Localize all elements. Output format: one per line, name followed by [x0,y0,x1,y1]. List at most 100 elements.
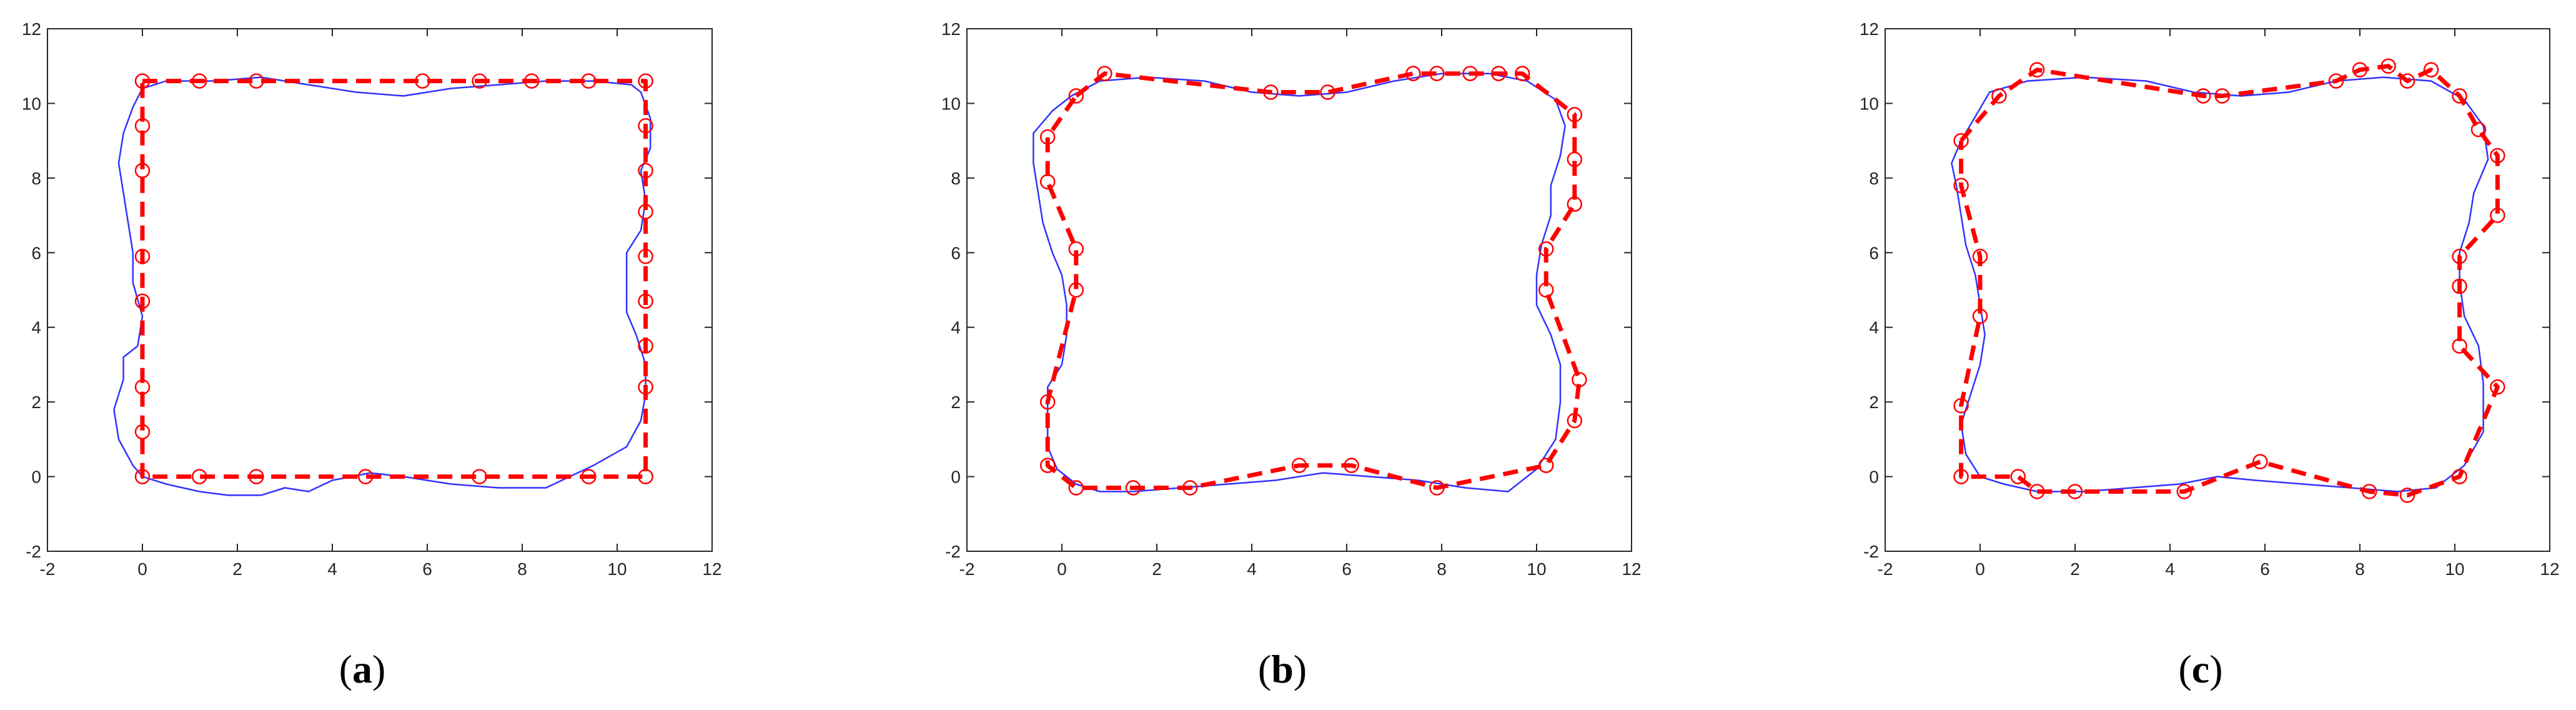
panel-b-x-tick-label: 0 [1057,559,1067,579]
panel-b-estimate-marker [1538,282,1554,298]
panel-b-estimate-marker [1567,412,1583,429]
panel-a-estimate-marker [523,73,540,89]
panel-a-x-tick-label: 2 [232,559,242,579]
panel-c-estimate-marker [1953,132,1969,149]
panel-b-estimate-marker [1125,480,1141,496]
panel-b-y-tick-label: 0 [951,468,961,487]
panel-c-estimate-marker [1972,249,1988,264]
panel-b-estimate-marker [1182,480,1198,496]
panel-a-axes-box [47,28,713,552]
panel-a-x-tick-label: 8 [517,559,527,579]
panel-b-estimate-marker [1567,196,1583,212]
panel-a-estimate-marker [581,73,597,89]
panel-b-x-tick-label: 4 [1247,559,1257,579]
panel-a-x-tick-label: 12 [702,559,721,579]
panel-a-estimate-marker [134,118,151,134]
panel-c-estimate-marker [2470,121,2487,138]
panel-c-estimate-marker [2010,469,2026,484]
panel-c-y-tick-label: 6 [1869,243,1879,262]
panel-c-estimate-marker [2452,278,2467,294]
panel-a-x-tick-label: 10 [607,559,627,579]
panel-c-x-tick-label: 12 [2540,559,2559,579]
panel-b-x-tick-label: 8 [1437,559,1447,579]
panel-b-estimated-trajectory [1045,71,1582,490]
panel-c-estimate-marker [2029,62,2045,78]
panel-c-y-tick-label: 4 [1869,318,1879,338]
panel-a-letter: a [352,647,372,691]
panel-a-x-tick-label: 6 [422,559,432,579]
panel-b-estimate-marker [1097,66,1112,81]
panel-c-estimate-marker [1972,308,1988,324]
panel-c-estimate-marker [2252,454,2268,469]
panel-a-estimate-marker [134,249,151,264]
panel-c-estimate-marker [2352,62,2368,78]
panel-a-y-tick-label: -2 [26,542,41,561]
panel-a-y-tick-label: 6 [31,243,41,262]
panel-c-estimate-marker [2176,484,2192,499]
panel-a-x-tick-label: 0 [137,559,147,579]
panel-c-estimate-marker [2452,469,2467,484]
panel-a-estimate-marker [638,204,653,219]
panel-a-estimate-marker [638,73,653,89]
panel-c-y-tick-label: 8 [1869,169,1879,188]
panel-a-x-tick-label: -2 [40,559,56,579]
panel-c-estimate-marker [2423,62,2439,78]
panel-a-estimate-marker [357,469,374,484]
panel-c-estimate-marker [2214,88,2230,104]
panel-b-y-tick-label: 10 [941,94,961,113]
panel-b-estimate-marker [1291,458,1307,473]
panel-c-estimate-marker [2195,88,2211,104]
panel-a-estimate-marker [134,162,151,179]
panel-c-x-tick-label: -2 [1878,559,1893,579]
panel-a-estimate-marker [134,73,151,89]
panel-a-estimate-marker [638,379,653,395]
panel-c-estimate-marker [2452,249,2467,264]
panel-a-estimate-marker [581,469,597,484]
panel-b-estimate-marker [1068,282,1084,298]
panel-b-x-tick-label: 2 [1152,559,1162,579]
panel-c-x-tick-label: 4 [2165,559,2175,579]
panel-c-estimate-marker [2452,338,2467,354]
panel-c-estimate-marker [2067,484,2083,499]
panel-b-y-tick-label: 12 [941,19,961,39]
panel-a-estimate-marker [638,469,653,484]
panel-c-estimate-marker [2452,88,2467,104]
panel-c-y-tick-label: 0 [1869,468,1879,487]
panel-c-estimate-marker [2361,484,2377,499]
panel-a-x-tick-label: 4 [327,559,337,579]
panel-b-estimate-marker [1490,66,1507,81]
panel-b: -2 0 2 4 6 8 10 12 -2 0 2 4 6 8 10 12 [941,19,1642,579]
panel-b-x-tick-label: 10 [1527,559,1546,579]
panel-a-estimate-marker [472,73,487,89]
panel-b-y-tick-label: 8 [951,169,961,188]
panel-c-estimate-marker [1953,469,1969,484]
panel-b-estimate-marker [1429,66,1445,81]
panel-b-estimate-marker [1538,458,1554,473]
panel-a-y-tick-label: 4 [31,318,41,338]
panel-b-estimate-marker [1039,174,1056,190]
panel-a-estimate-marker [472,469,487,484]
panel-c-x-tick-label: 10 [2445,559,2464,579]
panel-b-estimate-marker [1429,480,1445,496]
panel-c-x-tick-label: 6 [2260,559,2270,579]
panel-c-estimate-marker [2399,73,2415,89]
panel-a-y-tick-label: 0 [31,468,41,487]
panel-b-estimate-marker [1344,458,1359,473]
panel-a-caption: (a) [339,647,386,691]
panel-b-estimate-marker [1039,458,1056,473]
panel-b-estimate-marker [1068,88,1084,104]
panel-c-estimate-marker [2328,73,2344,89]
panel-b-estimate-marker [1567,151,1583,168]
panel-c-axes-box [1885,28,2550,552]
panel-a-estimate-marker [638,249,653,264]
panel-a-y-tick-label: 2 [31,392,41,412]
panel-c-letter: c [2192,647,2209,691]
panel-a-estimate-marker [249,73,264,89]
panel-c-estimate-marker [1953,398,1969,414]
panel-c-x-tick-label: 2 [2070,559,2080,579]
panel-c-estimate-marker [2490,148,2505,164]
panel-a: -2 0 2 4 6 8 10 12 -2 0 2 4 6 8 10 12 [22,19,722,579]
panel-a-y-tick-label: 8 [31,169,41,188]
panel-a-y-tick-label: 10 [22,94,41,113]
